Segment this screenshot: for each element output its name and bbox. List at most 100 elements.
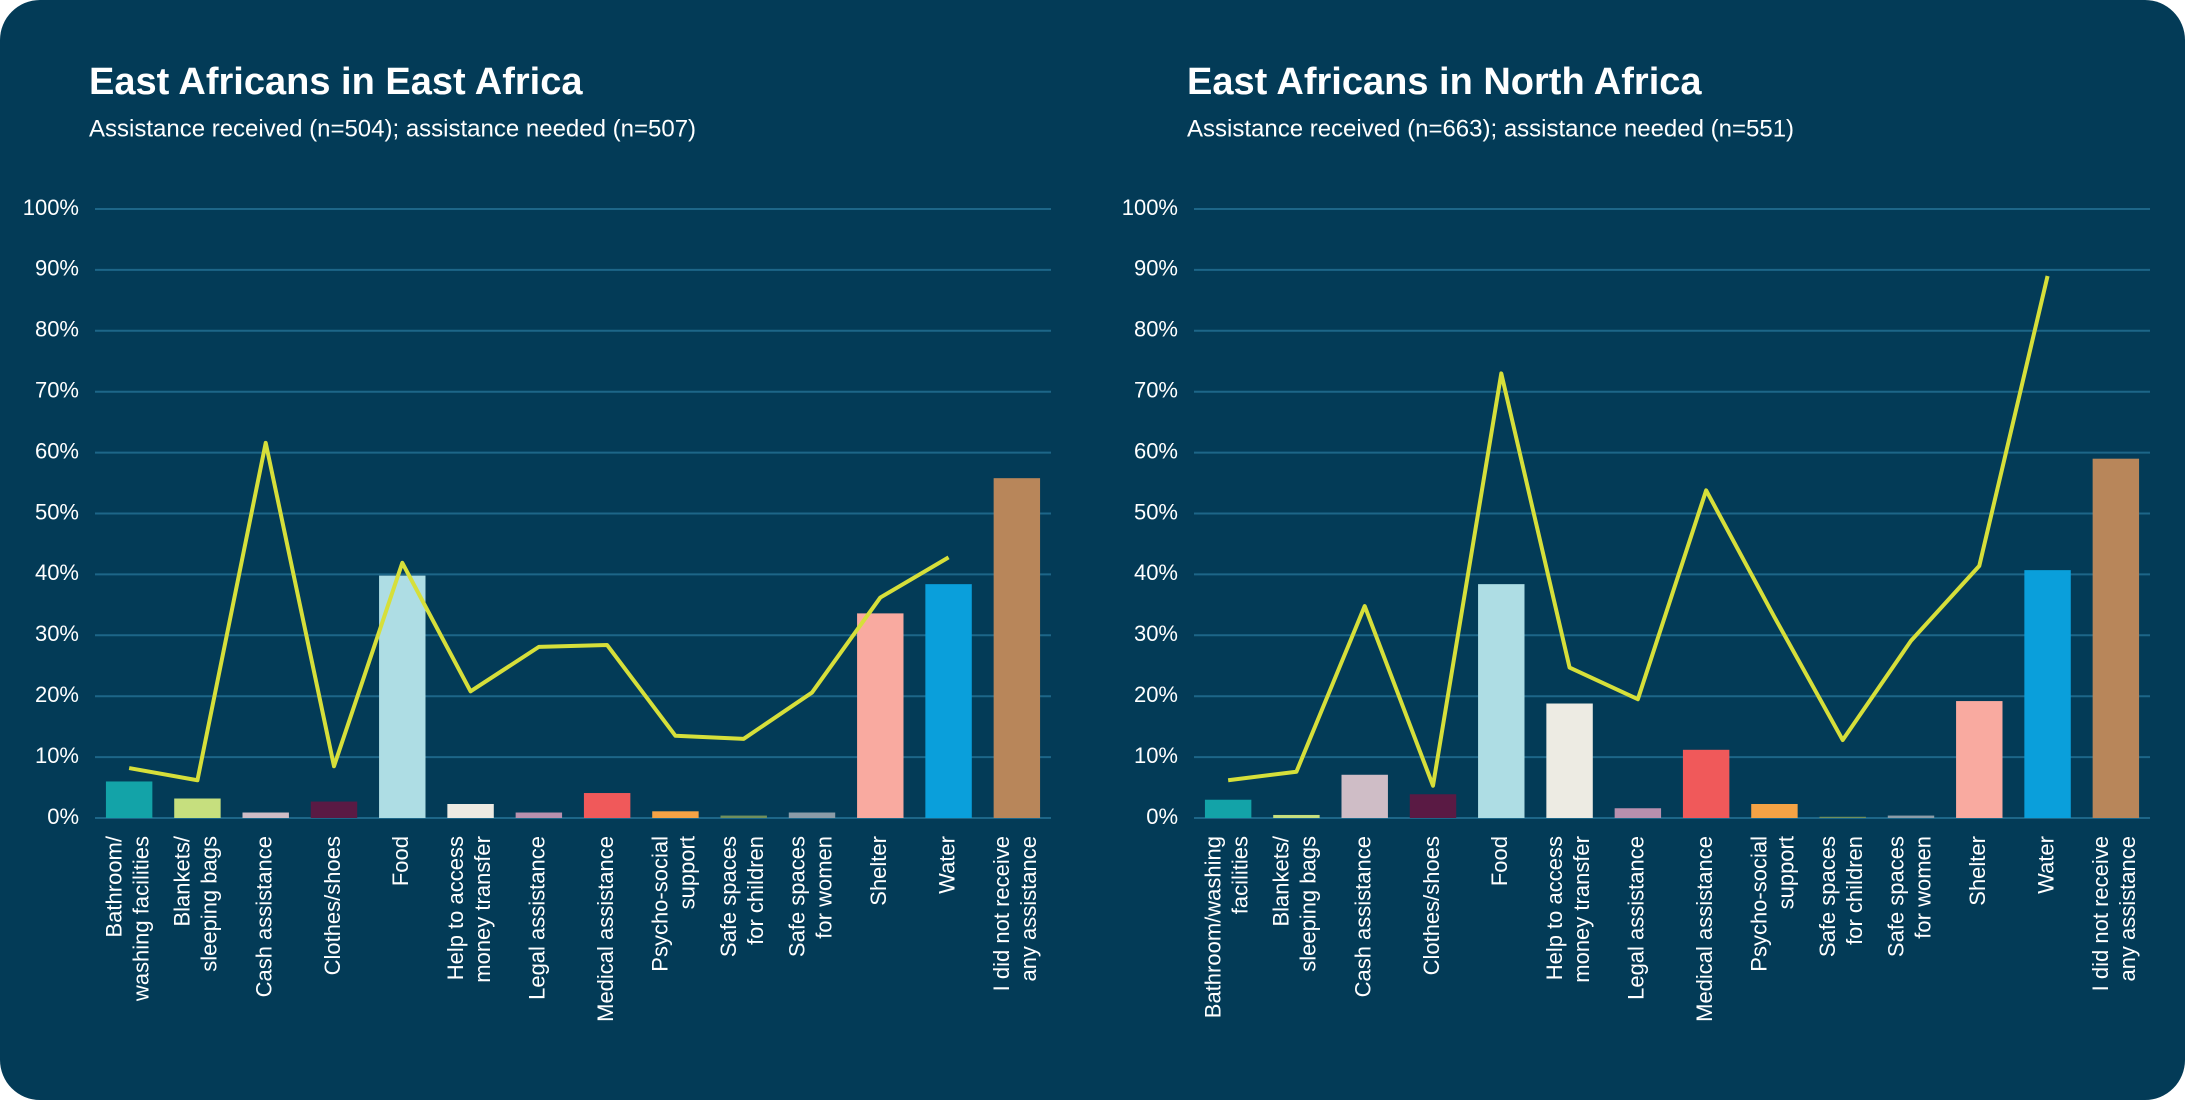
x-tick-label: Safe spaces xyxy=(784,836,809,957)
x-tick-label: for women xyxy=(1910,836,1935,939)
bar xyxy=(1819,816,1866,818)
chart-title: East Africans in North Africa xyxy=(1187,61,1702,103)
x-tick-label: washing facilities xyxy=(128,836,153,1002)
x-tick-label: I did not receive xyxy=(989,836,1014,991)
x-tick-label: support xyxy=(1774,836,1799,909)
x-tick-label: Food xyxy=(1487,836,1512,886)
y-tick-label: 100% xyxy=(1122,195,1178,220)
y-tick-label: 70% xyxy=(1134,378,1178,403)
x-tick-label: any assistance xyxy=(2115,836,2140,982)
bar xyxy=(310,801,358,818)
bar xyxy=(720,815,767,818)
x-tick-label: Legal assistance xyxy=(1624,836,1649,1000)
x-tick-label: Food xyxy=(388,836,413,886)
x-tick-label: Water xyxy=(934,836,959,894)
bar xyxy=(1478,584,1525,818)
x-tick-label: Safe spaces xyxy=(716,836,741,957)
chart-subtitle: Assistance received (n=663); assistance … xyxy=(1187,115,1794,142)
x-tick-label: I did not receive xyxy=(2088,836,2113,991)
bar xyxy=(1273,814,1320,818)
line xyxy=(128,440,950,783)
bar xyxy=(1546,703,1593,818)
bar xyxy=(242,812,289,818)
x-tick-label: Medical assistance xyxy=(593,836,618,1022)
x-tick-label: for women xyxy=(811,836,836,939)
y-tick-label: 30% xyxy=(35,621,79,646)
x-tick-label: Psycho-social xyxy=(648,836,673,972)
y-tick-label: 90% xyxy=(35,256,79,281)
line xyxy=(1227,275,2050,788)
x-tick-label: support xyxy=(675,836,700,909)
x-tick-label: Psycho-social xyxy=(1747,836,1772,972)
y-tick-label: 70% xyxy=(35,378,79,403)
bar xyxy=(583,793,631,818)
x-tick-label: Blankets/ xyxy=(170,835,195,926)
x-tick-label: sleeping bags xyxy=(197,836,222,972)
bar xyxy=(925,584,972,818)
x-tick-label: Water xyxy=(2033,836,2058,894)
x-tick-label: Clothes/shoes xyxy=(1419,836,1444,975)
bar xyxy=(2092,458,2140,818)
x-tick-label: facilities xyxy=(1227,836,1252,914)
y-tick-label: 40% xyxy=(35,560,79,585)
y-tick-label: 10% xyxy=(1134,743,1178,768)
bar xyxy=(447,803,494,818)
bar xyxy=(1204,799,1252,818)
x-tick-label: money transfer xyxy=(470,836,495,983)
x-tick-label: Safe spaces xyxy=(1883,836,1908,957)
y-tick-label: 20% xyxy=(1134,682,1178,707)
x-tick-label: Help to access xyxy=(443,836,468,980)
x-tick-label: Shelter xyxy=(1965,836,1990,906)
bar xyxy=(1887,815,1935,818)
x-tick-label: money transfer xyxy=(1569,836,1594,983)
x-tick-label: Legal assistance xyxy=(525,836,550,1000)
bar xyxy=(652,811,699,818)
y-tick-label: 50% xyxy=(1134,499,1178,524)
y-tick-label: 40% xyxy=(1134,560,1178,585)
bar xyxy=(379,575,426,818)
x-tick-label: for children xyxy=(743,836,768,945)
chart-subtitle: Assistance received (n=504); assistance … xyxy=(89,115,696,142)
x-tick-label: Safe spaces xyxy=(1815,836,1840,957)
x-tick-label: Cash assistance xyxy=(1351,836,1376,997)
x-tick-label: Bathroom/washing xyxy=(1200,836,1225,1018)
x-tick-label: Medical assistance xyxy=(1692,836,1717,1022)
y-tick-label: 10% xyxy=(35,743,79,768)
x-tick-label: Shelter xyxy=(866,836,891,906)
bar xyxy=(2024,570,2071,818)
y-tick-label: 0% xyxy=(47,804,79,829)
y-tick-label: 50% xyxy=(35,499,79,524)
x-tick-label: sleeping bags xyxy=(1296,836,1321,972)
y-tick-label: 60% xyxy=(35,438,79,463)
chart-title: East Africans in East Africa xyxy=(89,61,583,103)
x-tick-label: Clothes/shoes xyxy=(320,836,345,975)
bar xyxy=(515,812,563,818)
bar xyxy=(1682,749,1730,818)
y-tick-label: 20% xyxy=(35,682,79,707)
bar xyxy=(174,798,221,818)
bar xyxy=(1614,808,1662,818)
y-tick-label: 80% xyxy=(35,317,79,342)
bar xyxy=(857,613,904,818)
bar xyxy=(788,812,836,818)
x-tick-label: Blankets/ xyxy=(1269,835,1294,926)
y-tick-label: 100% xyxy=(23,195,79,220)
y-tick-label: 80% xyxy=(1134,317,1178,342)
bar xyxy=(993,478,1041,818)
x-tick-label: Cash assistance xyxy=(252,836,277,997)
x-tick-label: any assistance xyxy=(1016,836,1041,982)
y-tick-label: 90% xyxy=(1134,256,1178,281)
y-tick-label: 30% xyxy=(1134,621,1178,646)
x-tick-label: Bathroom/ xyxy=(101,835,126,937)
x-tick-label: Help to access xyxy=(1542,836,1567,980)
bar xyxy=(1409,794,1457,818)
bar xyxy=(1956,701,2003,818)
x-tick-label: for children xyxy=(1842,836,1867,945)
y-tick-label: 0% xyxy=(1146,804,1178,829)
bar xyxy=(1341,774,1388,818)
bar xyxy=(105,781,153,818)
bar xyxy=(1751,803,1798,818)
y-tick-label: 60% xyxy=(1134,438,1178,463)
